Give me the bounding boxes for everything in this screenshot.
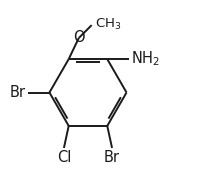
Text: O: O <box>73 31 85 46</box>
Text: Br: Br <box>104 150 120 165</box>
Text: Br: Br <box>10 85 26 100</box>
Text: CH$_3$: CH$_3$ <box>95 17 122 32</box>
Text: Cl: Cl <box>57 150 71 165</box>
Text: NH$_2$: NH$_2$ <box>131 50 160 68</box>
